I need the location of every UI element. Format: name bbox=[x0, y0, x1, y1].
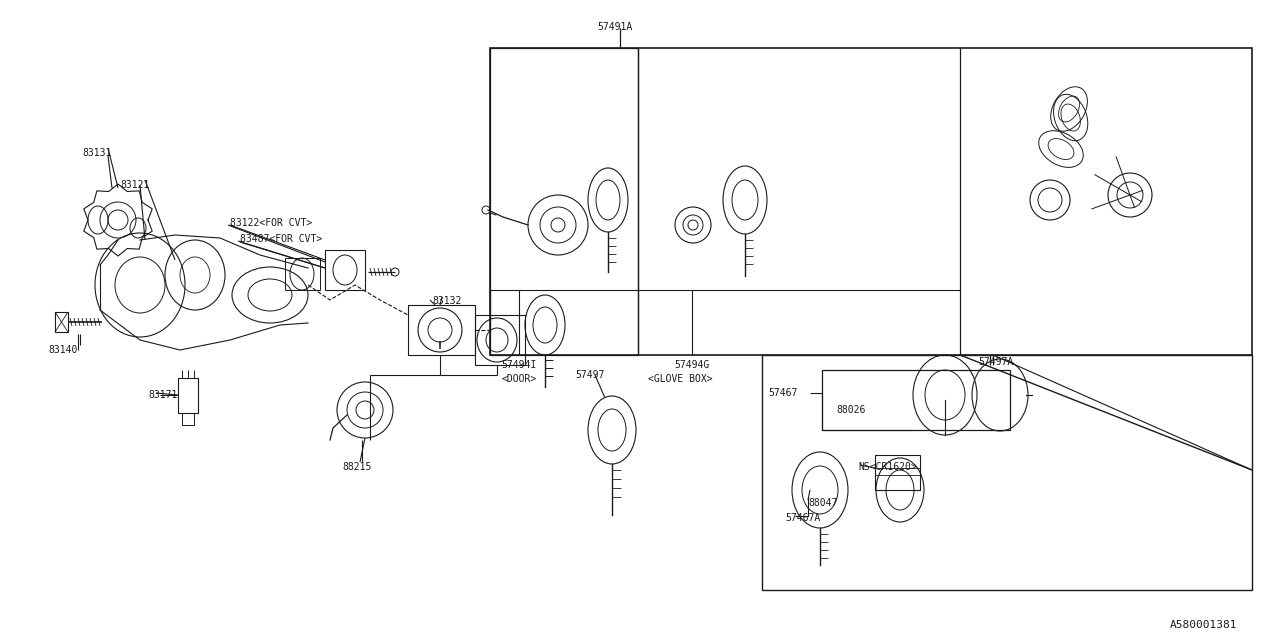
Bar bbox=[408, 305, 475, 355]
Text: 83121: 83121 bbox=[120, 180, 150, 190]
Text: NS<CR1620>: NS<CR1620> bbox=[858, 462, 916, 472]
Bar bbox=[325, 250, 365, 290]
Text: 57497: 57497 bbox=[575, 370, 604, 380]
Bar bbox=[876, 455, 920, 490]
Bar bbox=[182, 413, 195, 425]
Text: 57467A: 57467A bbox=[785, 513, 820, 523]
Text: 83131: 83131 bbox=[82, 148, 111, 158]
Text: 88026: 88026 bbox=[836, 405, 865, 415]
Text: 57494I: 57494I bbox=[502, 360, 536, 370]
Bar bbox=[490, 48, 637, 355]
Text: 57467: 57467 bbox=[768, 388, 797, 398]
Bar bbox=[178, 378, 198, 413]
Text: 83171: 83171 bbox=[148, 390, 178, 400]
Text: A580001381: A580001381 bbox=[1170, 620, 1238, 630]
Bar bbox=[490, 48, 1252, 355]
Text: <GLOVE BOX>: <GLOVE BOX> bbox=[648, 374, 712, 384]
Text: 83140: 83140 bbox=[49, 345, 77, 355]
Text: <DOOR>: <DOOR> bbox=[502, 374, 536, 384]
Bar bbox=[55, 312, 68, 332]
Text: 57491A: 57491A bbox=[598, 22, 632, 32]
Bar bbox=[475, 315, 525, 365]
Bar bbox=[822, 370, 1010, 430]
Bar bbox=[285, 258, 320, 290]
Text: 88047: 88047 bbox=[808, 498, 837, 508]
Text: 83487<FOR CVT>: 83487<FOR CVT> bbox=[241, 234, 323, 244]
Text: 57497A: 57497A bbox=[978, 357, 1014, 367]
Text: 83122<FOR CVT>: 83122<FOR CVT> bbox=[230, 218, 312, 228]
Text: 83132: 83132 bbox=[433, 296, 461, 306]
Text: 88215: 88215 bbox=[342, 462, 371, 472]
Text: 57494G: 57494G bbox=[675, 360, 709, 370]
